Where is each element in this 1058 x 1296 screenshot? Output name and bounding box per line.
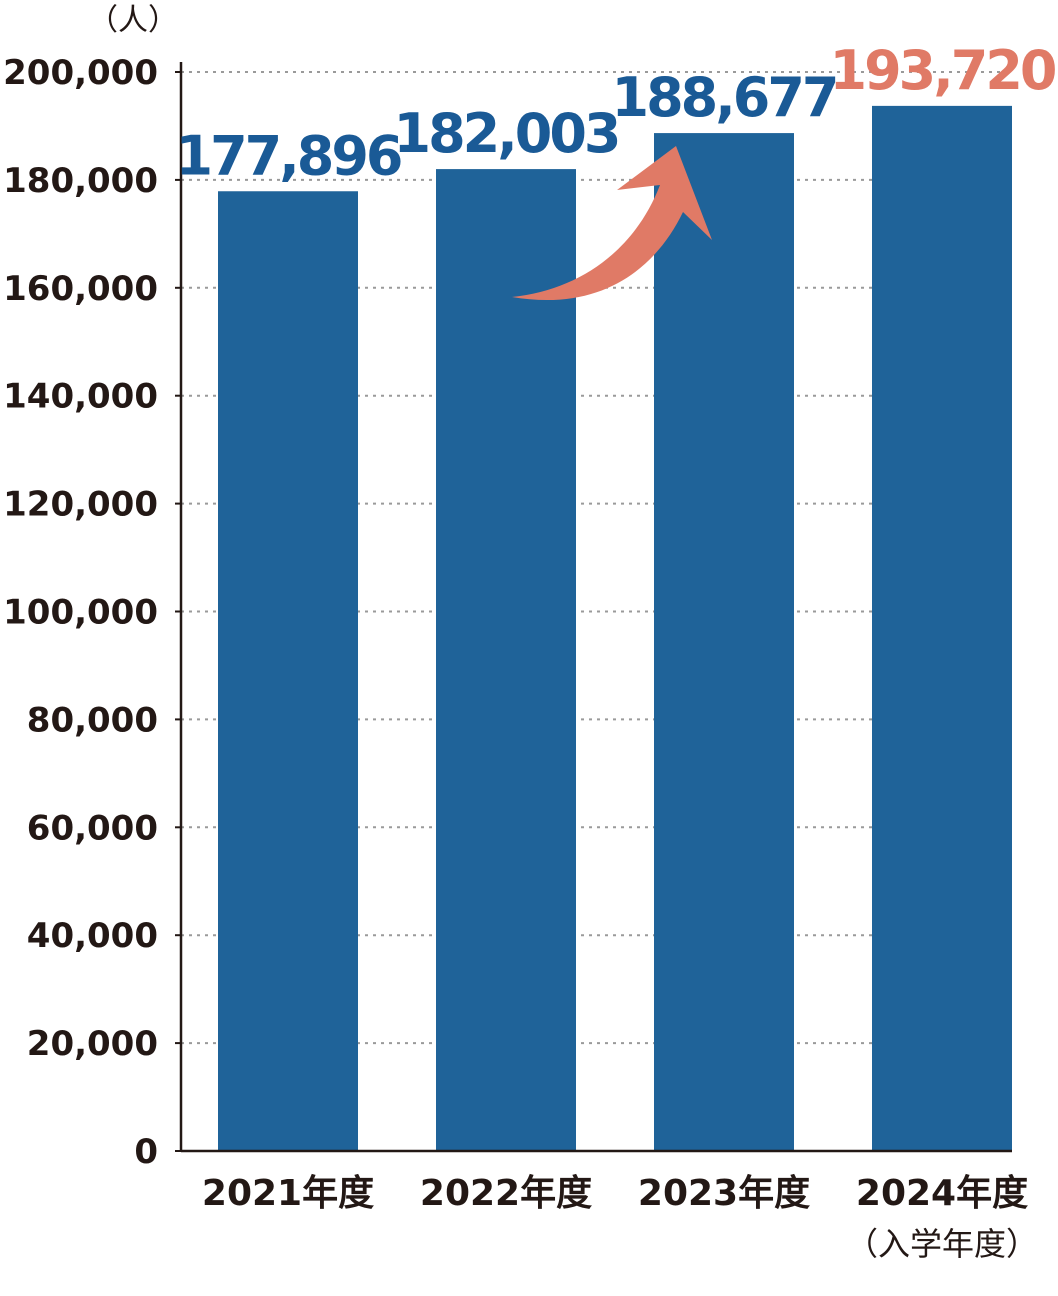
y-tick-label: 80,000 (27, 700, 158, 740)
data-label: 182,003 (394, 102, 619, 165)
axes (179, 62, 1012, 1153)
y-tick-label: 180,000 (3, 161, 158, 201)
y-tick-label: 40,000 (27, 916, 158, 956)
unit-label: （人） (88, 3, 178, 38)
x-tick-sublabel: （入学年度） (846, 1225, 1038, 1263)
x-axis-labels: 2021年度 2022年度 2023年度 2024年度 （入学年度） (202, 1173, 1038, 1263)
y-tick-label: 20,000 (27, 1024, 158, 1064)
bar (872, 105, 1012, 1151)
data-label: 177,896 (176, 124, 401, 187)
y-tick-label: 0 (134, 1132, 158, 1172)
y-tick-label: 160,000 (3, 269, 158, 309)
y-tick-label: 120,000 (3, 485, 158, 525)
rising-arrow-icon (512, 146, 712, 301)
data-label: 193,720 (830, 39, 1055, 102)
bar (436, 169, 576, 1151)
y-tick-label: 200,000 (3, 53, 158, 93)
bar (218, 191, 358, 1151)
bars (218, 105, 1012, 1151)
y-tick-label: 100,000 (3, 593, 158, 633)
y-axis-ticks: 0 20,000 40,000 60,000 80,000 100,000 120,000 1… (3, 53, 181, 1172)
bar (654, 133, 794, 1151)
x-tick-label: 2024年度 (856, 1173, 1028, 1214)
y-tick-label: 140,000 (3, 377, 158, 417)
x-tick-label: 2021年度 (202, 1173, 374, 1214)
data-label: 188,677 (612, 66, 837, 129)
x-tick-label: 2023年度 (638, 1173, 810, 1214)
x-tick-label: 2022年度 (420, 1173, 592, 1214)
y-tick-label: 60,000 (27, 808, 158, 848)
